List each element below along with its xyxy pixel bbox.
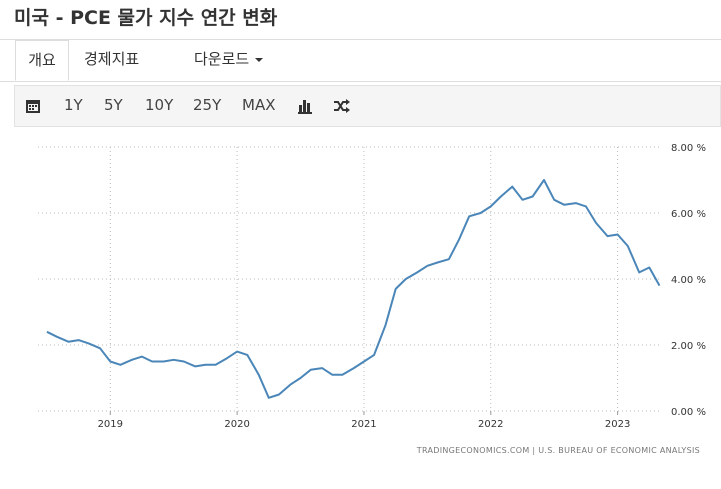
tab[interactable]: 개요	[15, 40, 69, 81]
x-tick-label: 2023	[605, 419, 630, 430]
tab-bar: 개요 경제지표 다운로드	[0, 39, 721, 82]
range-button[interactable]: MAX	[242, 96, 276, 114]
tab-label: 다운로드	[194, 50, 250, 68]
chart: TRADINGECONOMICS.COM | U.S. BUREAU OF EC…	[38, 143, 706, 455]
y-tick-label: 0.00 %	[671, 407, 706, 418]
x-tick-label: 2020	[224, 419, 249, 430]
data-line	[46, 179, 661, 399]
y-tick-label: 4.00 %	[671, 275, 706, 286]
page-title: 미국 - PCE 물가 지수 연간 변화	[14, 7, 278, 29]
bar-chart-icon[interactable]	[298, 99, 313, 114]
y-tick-label: 2.00 %	[671, 341, 706, 352]
calendar-icon[interactable]	[26, 99, 41, 114]
range-button[interactable]: 5Y	[104, 96, 123, 114]
x-tick-label: 2022	[478, 419, 503, 430]
range-button[interactable]: 10Y	[145, 96, 174, 114]
tab[interactable]: 경제지표	[84, 50, 140, 68]
shuffle-icon[interactable]	[333, 99, 350, 114]
y-tick-label: 6.00 %	[671, 209, 706, 220]
range-button[interactable]: 1Y	[64, 96, 83, 114]
range-button[interactable]: 25Y	[193, 96, 222, 114]
caret-icon	[255, 58, 264, 62]
x-tick-label: 2019	[98, 419, 123, 430]
tab[interactable]: 다운로드	[194, 40, 265, 81]
x-tick-label: 2021	[351, 419, 376, 430]
y-tick-label: 8.00 %	[671, 143, 706, 154]
source-note: TRADINGECONOMICS.COM | U.S. BUREAU OF EC…	[416, 446, 700, 455]
toolbar: 1Y 5Y 10Y 25Y MAX	[14, 85, 721, 127]
